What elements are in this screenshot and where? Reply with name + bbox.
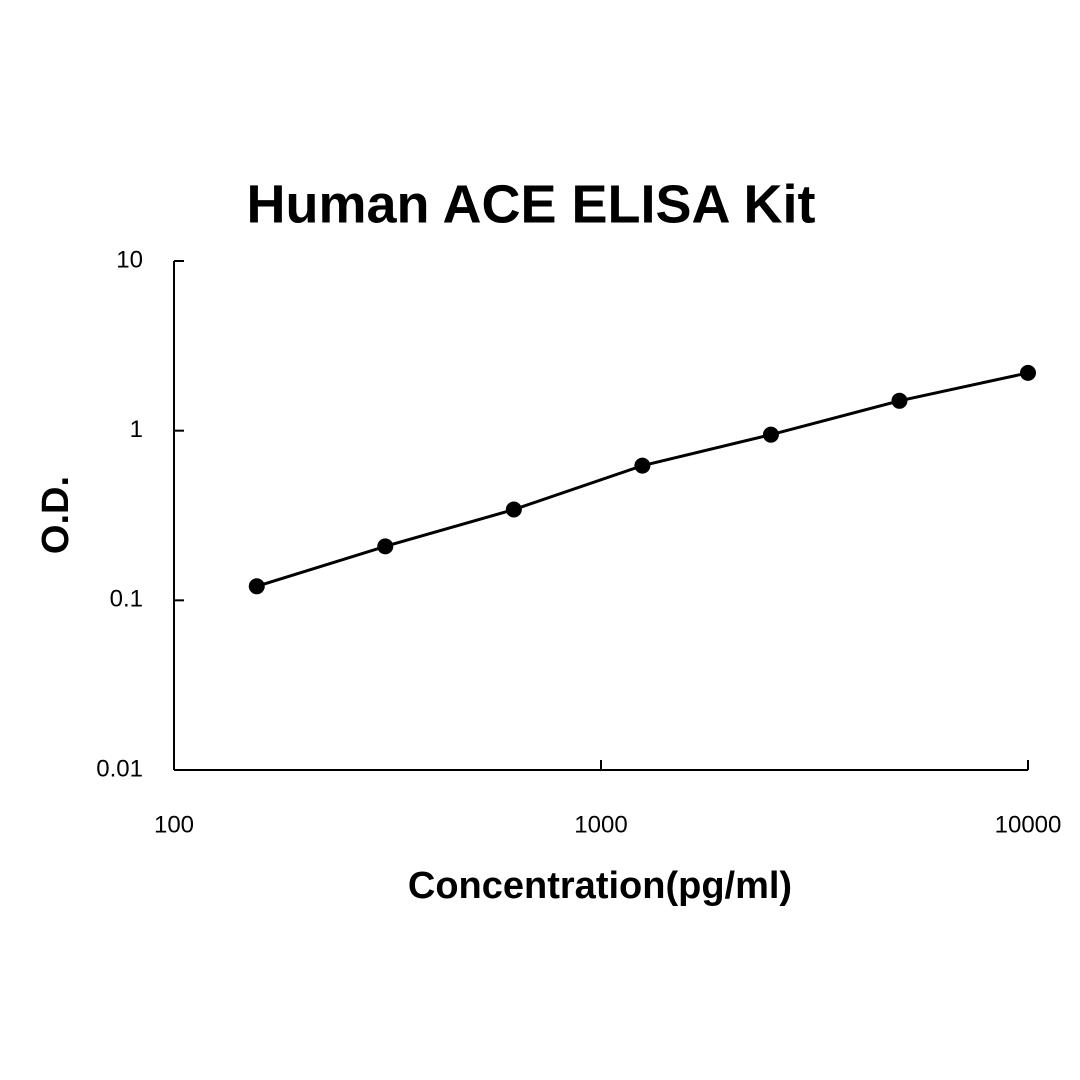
- y-tick-label: 0.1: [110, 586, 143, 613]
- y-axis-label: O.D.: [35, 476, 77, 554]
- data-line: [256, 371, 1029, 588]
- data-point: [1020, 364, 1036, 381]
- data-point: [762, 426, 779, 443]
- chart-title: Human ACE ELISA Kit: [246, 174, 815, 234]
- y-tick-label: 0.01: [96, 755, 143, 782]
- y-tick-label: 1: [130, 416, 143, 443]
- x-tick-label: 1000: [574, 811, 627, 838]
- data-point: [505, 501, 522, 518]
- x-tick-label: 10000: [995, 811, 1062, 838]
- data-point: [377, 538, 394, 555]
- x-tick-label: 100: [154, 811, 194, 838]
- data-point: [248, 578, 265, 595]
- data-point: [891, 392, 908, 409]
- y-tick-label: 10: [116, 246, 143, 273]
- x-axis-label: Concentration(pg/ml): [408, 865, 792, 907]
- data-point: [634, 457, 651, 474]
